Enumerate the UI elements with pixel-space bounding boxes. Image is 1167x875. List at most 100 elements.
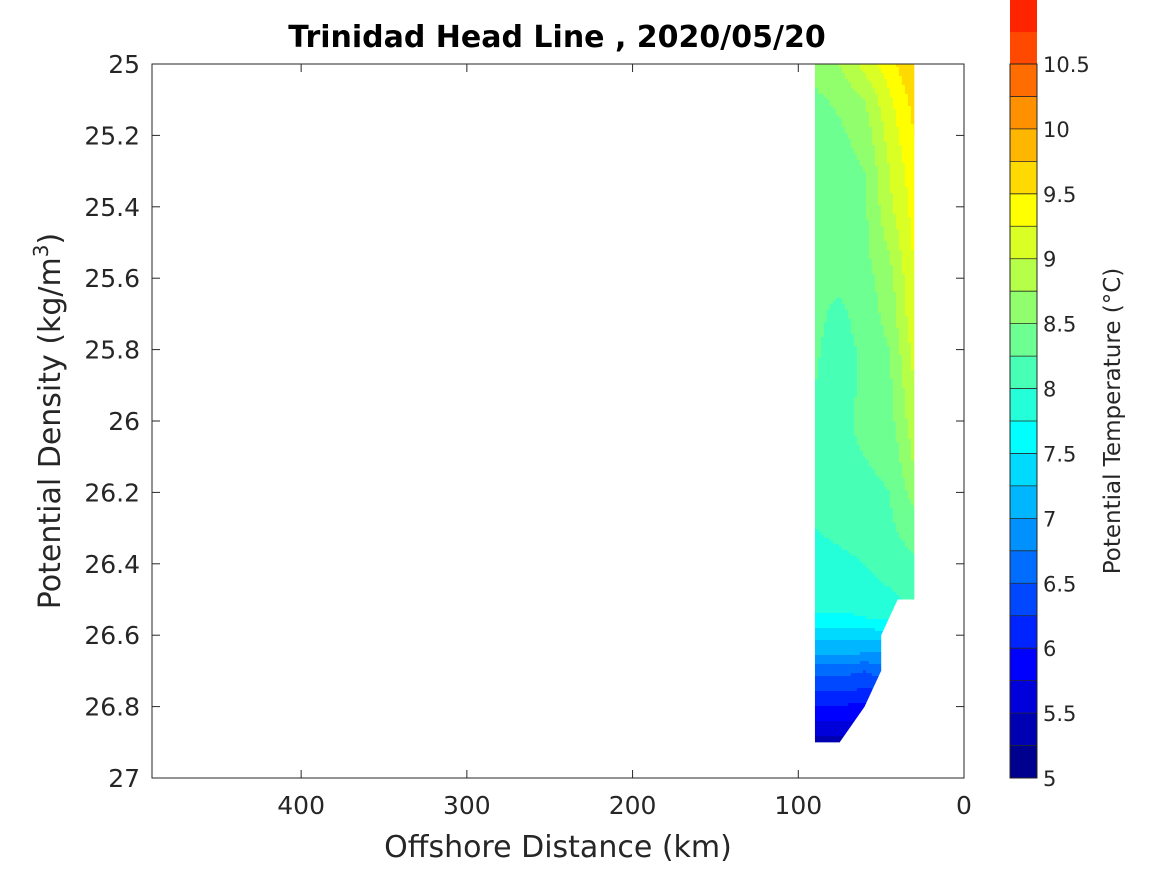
section-cell (859, 259, 864, 263)
section-cell (886, 232, 891, 236)
section-cell (820, 448, 825, 452)
section-cell (862, 148, 867, 152)
section-cell (832, 298, 837, 302)
section-cell (814, 82, 819, 86)
section-cell (841, 382, 846, 386)
section-cell (883, 340, 888, 344)
section-cell (898, 187, 903, 191)
section-cell (877, 253, 882, 257)
section-cell (910, 358, 915, 362)
section-cell (814, 454, 819, 458)
section-cell (838, 88, 843, 92)
section-cell (868, 430, 873, 434)
section-cell (910, 454, 915, 458)
section-cell (844, 163, 849, 167)
section-cell (817, 184, 822, 188)
section-cell (856, 169, 861, 173)
section-cell (895, 358, 900, 362)
section-cell (886, 436, 891, 440)
section-cell (847, 367, 852, 371)
section-cell (913, 400, 915, 404)
section-cell (892, 202, 897, 206)
section-cell (910, 265, 915, 269)
section-cell (880, 382, 885, 386)
section-cell (835, 361, 840, 365)
section-cell (907, 484, 912, 488)
section-cell (856, 175, 861, 179)
section-cell (913, 394, 915, 398)
section-cell (820, 175, 825, 179)
section-cell (829, 364, 834, 368)
section-cell (913, 118, 915, 122)
section-cell (835, 502, 840, 506)
section-cell (850, 487, 855, 491)
section-cell (844, 190, 849, 194)
section-cell (913, 238, 915, 242)
section-cell (826, 478, 831, 482)
section-cell (895, 337, 900, 341)
section-cell (850, 73, 855, 77)
section-cell (862, 274, 867, 278)
section-cell (844, 160, 849, 164)
section-cell (814, 487, 819, 491)
section-cell (877, 364, 882, 368)
section-cell (889, 466, 894, 470)
section-cell (910, 292, 915, 296)
section-cell (871, 421, 876, 425)
section-cell (895, 379, 900, 383)
section-cell (820, 223, 825, 227)
section-cell (817, 253, 822, 257)
section-cell (898, 139, 903, 143)
section-cell (883, 121, 888, 125)
section-cell (856, 196, 861, 200)
section-cell (862, 370, 867, 374)
section-cell (904, 67, 909, 71)
section-cell (877, 205, 882, 209)
section-cell (832, 115, 837, 119)
section-cell (883, 472, 888, 476)
section-cell (904, 325, 909, 329)
section-cell (910, 223, 915, 227)
section-cell (892, 172, 897, 176)
section-cell (820, 481, 825, 485)
section-cell (865, 241, 870, 245)
section-cell (904, 331, 909, 335)
section-cell (853, 91, 858, 95)
section-cell (907, 232, 912, 236)
section-cell (826, 229, 831, 233)
section-cell (892, 358, 897, 362)
section-cell (913, 457, 915, 461)
section-cell (874, 304, 879, 308)
section-cell (841, 325, 846, 329)
section-cell (856, 340, 861, 344)
section-cell (853, 85, 858, 89)
section-cell (886, 337, 891, 341)
section-cell (895, 406, 900, 410)
section-cell (814, 85, 819, 89)
section-cell (880, 103, 885, 107)
section-cell (853, 430, 858, 434)
section-cell (877, 445, 882, 449)
section-cell (850, 310, 855, 314)
section-cell (862, 457, 867, 461)
section-cell (886, 322, 891, 326)
section-cell (895, 220, 900, 224)
section-cell (901, 457, 906, 461)
section-cell (841, 289, 846, 293)
section-cell (871, 118, 876, 122)
section-cell (874, 163, 879, 167)
section-cell (826, 193, 831, 197)
section-cell (904, 394, 909, 398)
section-cell (823, 64, 828, 68)
section-cell (850, 352, 855, 356)
section-cell (835, 250, 840, 254)
section-cell (862, 346, 867, 350)
section-cell (814, 97, 819, 101)
section-cell (841, 280, 846, 284)
section-cell (880, 502, 885, 506)
section-cell (823, 421, 828, 425)
section-cell (832, 310, 837, 314)
section-cell (874, 124, 879, 128)
section-cell (859, 289, 864, 293)
section-cell (874, 295, 879, 299)
